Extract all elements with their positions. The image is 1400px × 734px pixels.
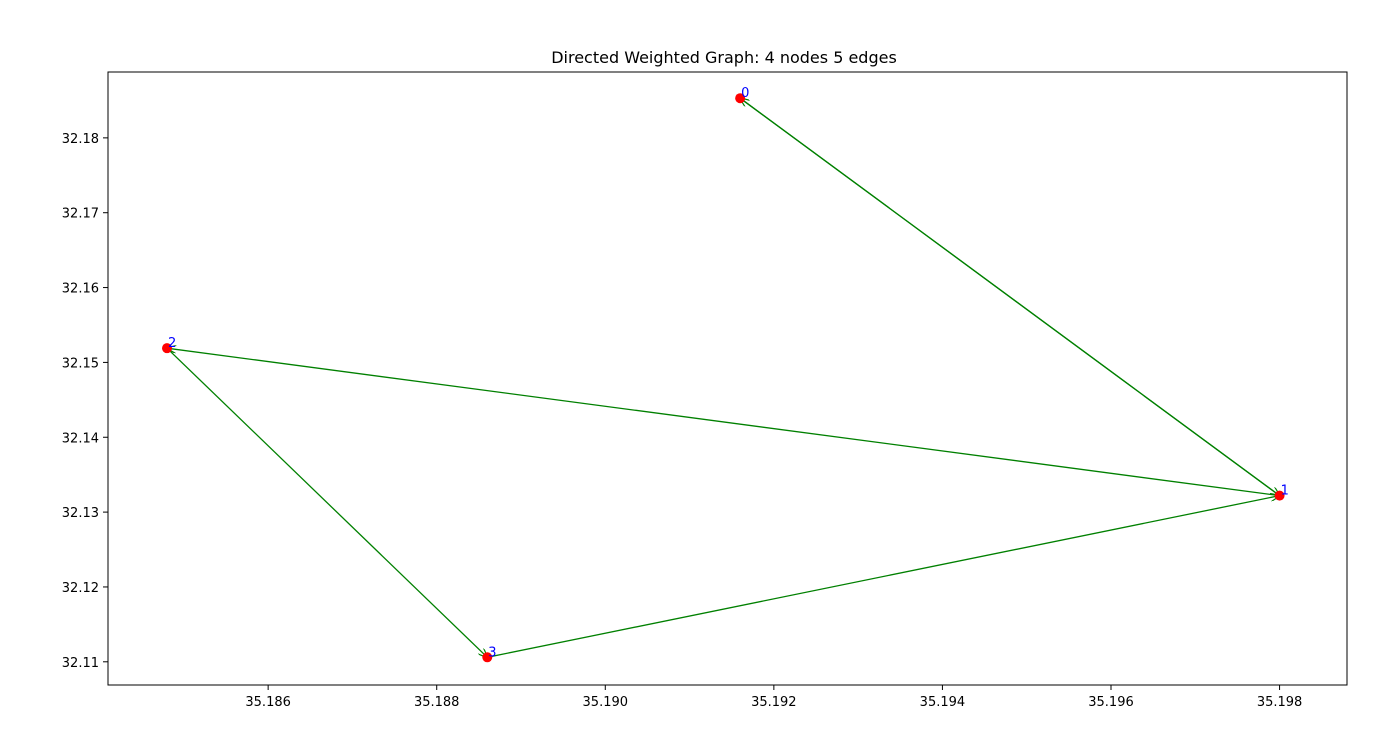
nodes: [162, 93, 1285, 663]
edge-0-1: [739, 97, 1279, 495]
y-tick-label: 32.15: [62, 356, 99, 371]
node-label-3: 3: [488, 645, 496, 660]
node-2: [162, 343, 172, 354]
node-1: [1274, 490, 1285, 501]
y-tick-label: 32.13: [62, 506, 99, 521]
edge-3-1: [487, 496, 1279, 658]
x-tick-label: 35.188: [414, 695, 460, 710]
x-tick-label: 35.190: [583, 695, 629, 710]
chart-title: Directed Weighted Graph: 4 nodes 5 edges: [551, 48, 897, 67]
y-tick-label: 32.16: [62, 282, 99, 297]
edge-2-3: [166, 347, 487, 657]
x-axis: 35.186 35.188 35.190 35.192 35.194 35.196 35.1…: [245, 685, 1302, 710]
y-tick-label: 32.11: [62, 656, 99, 671]
x-tick-label: 35.198: [1257, 695, 1303, 710]
edges: [167, 98, 1280, 657]
y-tick-label: 32.17: [62, 207, 99, 222]
y-tick-label: 32.18: [62, 132, 99, 147]
node-labels: 0 1 2 3: [168, 86, 1289, 660]
x-tick-label: 35.194: [920, 695, 966, 710]
x-tick-label: 35.192: [751, 695, 797, 710]
x-tick-label: 35.196: [1088, 695, 1134, 710]
node-0: [735, 93, 746, 104]
node-3: [482, 652, 493, 663]
y-axis: 32.11 32.12 32.13 32.14 32.15 32.16 32.17 32.18: [62, 132, 108, 671]
y-tick-label: 32.14: [62, 431, 99, 446]
edge-1-2: [167, 348, 1280, 497]
node-label-2: 2: [168, 336, 176, 351]
node-label-0: 0: [741, 86, 749, 101]
y-tick-label: 32.12: [62, 581, 99, 596]
plot-area: [107, 71, 1348, 686]
node-label-1: 1: [1281, 484, 1289, 499]
x-tick-label: 35.186: [245, 695, 291, 710]
